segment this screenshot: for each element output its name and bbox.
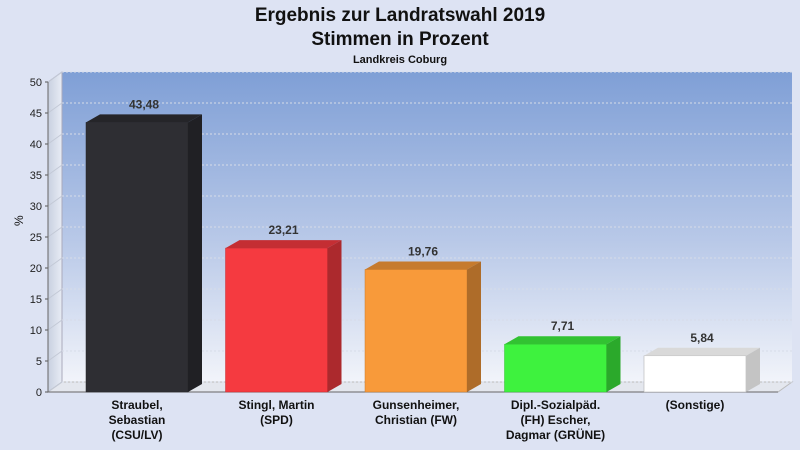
y-tick-label: 5 <box>36 356 42 368</box>
grid-line-diag <box>47 133 63 145</box>
y-tick-label: 30 <box>30 201 42 213</box>
grid-line-diag <box>47 350 63 362</box>
bar <box>85 114 202 393</box>
grid-line-diag <box>47 288 63 300</box>
value-label: 23,21 <box>268 223 298 237</box>
bar-side <box>606 336 621 392</box>
bar-side <box>467 261 481 392</box>
bar-side <box>746 347 760 392</box>
x-category-label-line: Gunsenheimer, <box>372 398 460 412</box>
bar-top <box>365 261 481 270</box>
grid-line-diag <box>47 319 63 331</box>
x-category-label-line: (FH) Escher, <box>520 413 591 427</box>
grid-line-diag <box>47 226 63 238</box>
grid-line-diag <box>47 257 63 269</box>
bar <box>364 261 481 393</box>
x-category-label-line: (CSU/LV) <box>111 428 163 442</box>
grid-line-diag <box>47 71 63 83</box>
grid-line-diag <box>47 381 63 393</box>
bar-top <box>225 240 342 249</box>
grid-line-diag <box>47 195 63 207</box>
bar-top <box>504 336 621 345</box>
chart-title-line2: Stimmen in Prozent <box>311 29 489 50</box>
x-category-label-line: (SPD) <box>260 413 293 427</box>
chart-title: Ergebnis zur Landratswahl 2019 <box>254 5 546 26</box>
x-category-label: (Sonstige) <box>630 398 760 413</box>
bar-front <box>643 355 747 393</box>
x-category-label-line: Sebastian <box>108 413 166 427</box>
bar-front <box>225 247 328 393</box>
value-label: 5,84 <box>690 331 714 345</box>
bar <box>225 240 342 393</box>
x-category-label: Gunsenheimer, Christian (FW) <box>351 398 481 428</box>
x-category-label: Straubel, Sebastian (CSU/LV) <box>72 398 202 443</box>
value-label: 43,48 <box>129 97 159 111</box>
bar-top <box>644 347 760 356</box>
y-tick-label: 0 <box>36 387 42 399</box>
grid-line-diag <box>47 164 63 176</box>
y-tick-label: 15 <box>30 294 42 306</box>
grid-line-diag <box>47 102 63 114</box>
chart-subtitle: Landkreis Coburg <box>352 54 448 66</box>
y-tick-label: 50 <box>30 77 42 89</box>
x-category-label: Stingl, Martin (SPD) <box>212 398 342 428</box>
y-tick-label: 10 <box>30 325 42 337</box>
x-category-label-line: Dagmar (GRÜNE) <box>505 428 606 442</box>
y-tick-label: 20 <box>30 263 42 275</box>
bar-front <box>85 122 189 393</box>
y-tick-label: 35 <box>30 170 42 182</box>
bar-front <box>364 269 468 393</box>
bar-side <box>327 240 342 392</box>
bar-side <box>188 114 202 392</box>
bar-front <box>504 343 607 393</box>
bar <box>643 347 760 393</box>
bar-top <box>86 114 202 123</box>
x-category-label-line: Dipl.-Sozialpäd. <box>510 398 601 412</box>
y-tick-label: 40 <box>30 139 42 151</box>
value-label: 19,76 <box>408 244 438 258</box>
x-category-label-line: (Sonstige) <box>665 398 725 412</box>
value-label: 7,71 <box>551 319 575 333</box>
y-tick-label: 45 <box>30 108 42 120</box>
x-category-label: Dipl.-Sozialpäd. (FH) Escher, Dagmar (GRÜN… <box>491 398 621 443</box>
x-category-label-line: Straubel, <box>111 398 163 412</box>
bar <box>504 336 621 393</box>
y-tick-label: 25 <box>30 232 42 244</box>
x-category-label-line: Christian (FW) <box>375 413 457 427</box>
x-category-label-line: Stingl, Martin <box>238 398 315 412</box>
